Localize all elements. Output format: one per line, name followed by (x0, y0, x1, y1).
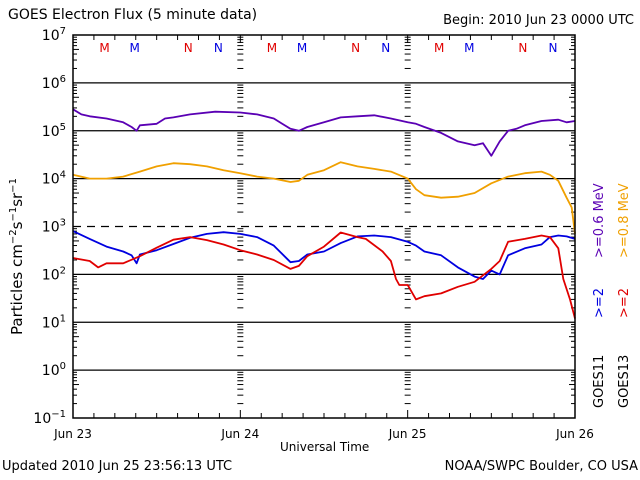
marker-n: N (184, 41, 193, 55)
plot-border (72, 34, 576, 419)
marker-n: N (214, 41, 223, 55)
legend-goes11-ge2: >=2 (592, 288, 607, 318)
marker-n: N (518, 41, 527, 55)
y-tick-label: 104 (42, 170, 66, 188)
marker-m: M (464, 41, 474, 55)
legend-goes11-ge0-6: >=0.6 MeV (592, 183, 607, 258)
y-tick-label: 105 (42, 122, 66, 140)
y-tick-label: 101 (42, 313, 66, 331)
series-line-goes13-0-8-mev (72, 161, 576, 235)
legend-goes13: GOES13 (617, 355, 632, 408)
y-tick-label: 103 (42, 218, 66, 236)
y-tick-label: 100 (42, 361, 66, 379)
marker-m: M (434, 41, 444, 55)
x-tick-label: Jun 25 (388, 427, 427, 441)
series-line-goes11-0-6-mev (72, 108, 576, 157)
marker-m: M (267, 41, 277, 55)
y-tick-label: 10−1 (33, 409, 66, 427)
credit-label: NOAA/SWPC Boulder, CO USA (444, 459, 638, 474)
chart-title: GOES Electron Flux (5 minute data) (8, 7, 258, 23)
legend-goes13-ge2: >=2 (617, 288, 632, 318)
plot-frame (72, 34, 576, 419)
marker-n: N (549, 41, 558, 55)
legend: GOES11 GOES13 >=2 >=2 >=0.6 MeV >=0.8 MeV (592, 183, 632, 408)
y-tick-label: 107 (42, 26, 66, 44)
marker-m: M (99, 41, 109, 55)
x-tick-label: Jun 23 (53, 427, 92, 441)
legend-goes11: GOES11 (592, 355, 607, 408)
marker-n: N (381, 41, 390, 55)
series-lines (72, 108, 576, 319)
begin-time-label: Begin: 2010 Jun 23 0000 UTC (443, 13, 634, 28)
updated-timestamp: Updated 2010 Jun 25 23:56:13 UTC (2, 459, 233, 474)
marker-n: N (351, 41, 360, 55)
y-tick-label: 106 (42, 74, 66, 92)
marker-m: M (130, 41, 140, 55)
x-tick-labels: Jun 23 Jun 24 Jun 25 Jun 26 (53, 427, 594, 441)
y-tick-labels: 107 106 105 104 103 102 101 100 10−1 (33, 26, 66, 427)
y-tick-label: 102 (42, 265, 66, 283)
x-tick-label: Jun 24 (220, 427, 259, 441)
series-line-goes11-2-mev (72, 230, 576, 280)
series-line-goes13-2-mev (72, 231, 576, 319)
x-axis-label: Universal Time (280, 440, 370, 454)
gridlines (73, 82, 575, 371)
y-axis-label: Particles cm−2s−1sr−1 (8, 178, 26, 335)
x-tick-label: Jun 26 (555, 427, 594, 441)
marker-m: M (297, 41, 307, 55)
legend-goes13-ge0-8: >=0.8 MeV (617, 183, 632, 258)
